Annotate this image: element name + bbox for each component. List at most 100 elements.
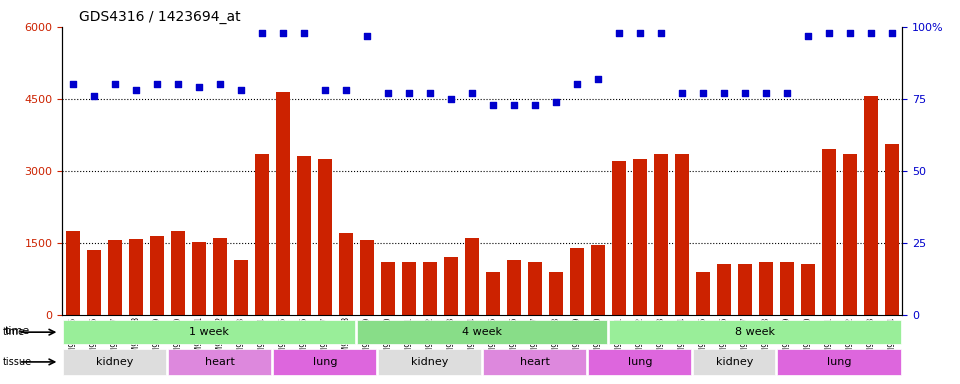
Bar <box>801 265 815 315</box>
Bar <box>737 265 753 315</box>
Text: tissue: tissue <box>3 357 33 367</box>
Point <box>422 90 438 96</box>
Bar <box>192 242 206 315</box>
Bar <box>758 262 773 315</box>
Text: kidney: kidney <box>96 357 133 367</box>
Bar <box>528 262 542 315</box>
Bar <box>633 159 647 315</box>
Point <box>129 87 144 93</box>
Text: time: time <box>3 327 25 337</box>
FancyBboxPatch shape <box>588 349 691 375</box>
Point <box>737 90 753 96</box>
Bar <box>569 248 585 315</box>
Point <box>108 81 123 88</box>
Point <box>338 87 353 93</box>
Text: heart: heart <box>520 357 550 367</box>
Point <box>191 84 206 91</box>
Point <box>359 33 374 39</box>
Text: time: time <box>5 326 30 336</box>
Bar <box>129 239 143 315</box>
FancyBboxPatch shape <box>610 320 901 344</box>
FancyBboxPatch shape <box>63 320 355 344</box>
Point <box>612 30 627 36</box>
Point <box>548 99 564 105</box>
Point <box>86 93 102 99</box>
Point <box>506 101 521 108</box>
Point <box>527 101 542 108</box>
Point <box>633 30 648 36</box>
Bar <box>254 154 269 315</box>
Bar <box>864 96 878 315</box>
Text: heart: heart <box>205 357 235 367</box>
Bar <box>716 265 732 315</box>
Bar <box>171 231 185 315</box>
Bar <box>780 262 794 315</box>
FancyBboxPatch shape <box>63 349 166 375</box>
Point <box>569 81 585 88</box>
FancyBboxPatch shape <box>274 349 376 375</box>
Point <box>801 33 816 39</box>
Text: kidney: kidney <box>716 357 753 367</box>
Bar <box>612 161 626 315</box>
Text: lung: lung <box>628 357 652 367</box>
Bar <box>548 272 564 315</box>
Point <box>821 30 836 36</box>
Point <box>695 90 710 96</box>
Bar <box>590 245 605 315</box>
Bar <box>86 250 101 315</box>
Point <box>149 81 164 88</box>
Bar <box>401 262 417 315</box>
Text: 4 week: 4 week <box>463 327 502 337</box>
Point <box>170 81 185 88</box>
Text: 1 week: 1 week <box>189 327 229 337</box>
Bar <box>212 238 228 315</box>
Bar <box>465 238 479 315</box>
Text: lung: lung <box>828 357 852 367</box>
Point <box>380 90 396 96</box>
FancyBboxPatch shape <box>484 349 587 375</box>
Text: GDS4316 / 1423694_at: GDS4316 / 1423694_at <box>79 10 241 25</box>
Bar <box>843 154 857 315</box>
Bar <box>884 144 900 315</box>
Bar <box>318 159 332 315</box>
Bar <box>822 149 836 315</box>
Point <box>780 90 795 96</box>
FancyBboxPatch shape <box>378 349 481 375</box>
Point <box>401 90 417 96</box>
Text: 8 week: 8 week <box>735 327 776 337</box>
Point <box>212 81 228 88</box>
Point <box>716 90 732 96</box>
Point <box>317 87 332 93</box>
Point <box>233 87 249 93</box>
Bar <box>675 154 689 315</box>
Point <box>485 101 500 108</box>
Text: lung: lung <box>313 357 337 367</box>
Point <box>276 30 291 36</box>
Bar <box>65 231 81 315</box>
Point <box>674 90 689 96</box>
Bar <box>276 92 290 315</box>
Point <box>884 30 900 36</box>
FancyBboxPatch shape <box>693 349 776 375</box>
FancyBboxPatch shape <box>778 349 901 375</box>
Point <box>863 30 878 36</box>
Text: kidney: kidney <box>411 357 448 367</box>
Bar <box>233 260 249 315</box>
Bar <box>339 233 353 315</box>
Point <box>842 30 857 36</box>
Bar <box>422 262 437 315</box>
Point <box>653 30 668 36</box>
Bar <box>654 154 668 315</box>
Bar <box>444 257 458 315</box>
Bar <box>360 240 374 315</box>
Point <box>590 76 606 82</box>
Bar <box>696 272 710 315</box>
Bar <box>486 272 500 315</box>
Point <box>465 90 480 96</box>
Point <box>758 90 774 96</box>
Bar <box>507 260 521 315</box>
Point <box>254 30 270 36</box>
FancyBboxPatch shape <box>168 349 272 375</box>
Bar <box>108 240 122 315</box>
Bar <box>150 236 164 315</box>
